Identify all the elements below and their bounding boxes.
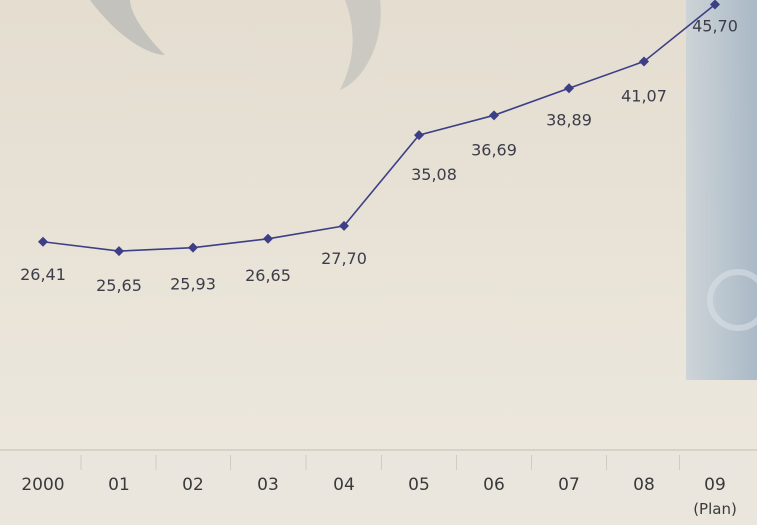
value-label-02: 25,93 (170, 275, 216, 294)
value-label-01: 25,65 (96, 276, 142, 295)
x-tick-sublabel-09: (Plan) (693, 500, 737, 518)
x-tick-label-02: 02 (182, 475, 204, 495)
data-point-08 (639, 56, 649, 67)
x-tick-label-05: 05 (408, 475, 430, 495)
background-swoosh (90, 0, 165, 55)
series-line (42, 3, 716, 252)
x-tick-label-08: 08 (633, 475, 655, 495)
x-tick-label-03: 03 (257, 475, 279, 495)
x-tick-label-07: 07 (558, 475, 580, 495)
data-point-07 (564, 83, 574, 94)
x-tick-label-01: 01 (108, 475, 130, 495)
x-tick-label-09: 09 (704, 475, 726, 495)
value-label-05: 35,08 (411, 165, 457, 184)
data-point-09 (710, 0, 720, 10)
value-label-03: 26,65 (245, 266, 291, 285)
background-flag-panel (686, 0, 757, 380)
value-label-2000: 26,41 (20, 265, 66, 284)
data-point-05 (414, 130, 424, 141)
data-point-06 (489, 110, 499, 121)
x-tick-label-06: 06 (483, 475, 505, 495)
plot-background (0, 0, 757, 450)
data-point-04 (339, 220, 349, 231)
value-label-07: 38,89 (546, 110, 592, 129)
axis-band (0, 450, 757, 525)
x-tick-label-2000: 2000 (21, 475, 64, 495)
data-point-2000 (38, 236, 48, 247)
value-label-04: 27,70 (321, 249, 367, 268)
value-label-08: 41,07 (621, 86, 667, 105)
value-label-06: 36,69 (471, 140, 517, 159)
data-point-03 (263, 233, 273, 244)
data-point-01 (114, 246, 124, 257)
value-label-09: 45,70 (692, 16, 738, 35)
background-emblem (707, 269, 757, 331)
title-fragment: (...) (601, 0, 639, 2)
data-point-02 (188, 242, 198, 253)
x-tick-label-04: 04 (333, 475, 355, 495)
background-swoosh (340, 0, 381, 90)
